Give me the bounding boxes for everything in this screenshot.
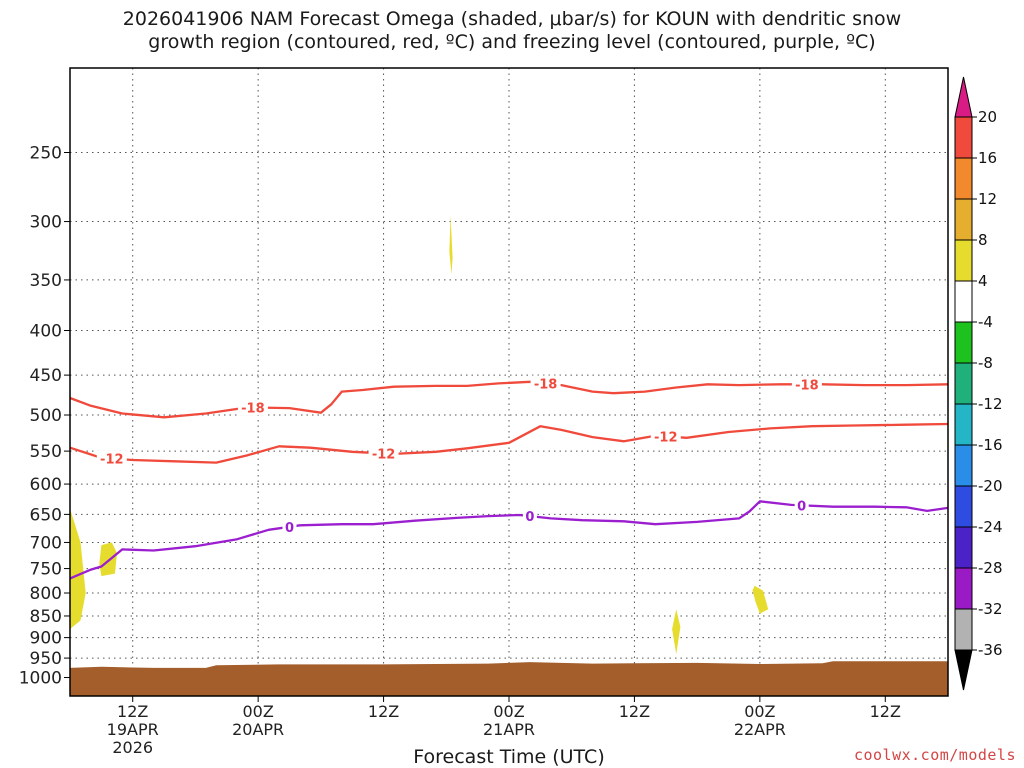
y-axis: 2503003504004505005506006507007508008509… [19, 144, 70, 689]
x-tick-label-5: 00Z [744, 702, 775, 721]
contour-label-0-0: -18 [241, 401, 265, 416]
x-tick-date-0: 19APR [107, 720, 159, 739]
chart-title-line1: 2026041906 NAM Forecast Omega (shaded, μ… [122, 8, 902, 30]
colorbar-label-3: 8 [978, 231, 988, 249]
y-tick-label-250: 250 [30, 144, 62, 164]
colorbar-band-9 [954, 485, 973, 528]
omega-region-4 [752, 585, 769, 614]
omega-region-3 [672, 609, 681, 655]
colorbar-label-4: 4 [978, 272, 988, 290]
contour-label-2-2: 0 [797, 499, 806, 514]
contour-label-1-0: -12 [100, 453, 124, 468]
y-tick-label-750: 750 [30, 560, 62, 580]
y-tick-label-1000: 1000 [19, 669, 62, 689]
colorbar-label-0: 20 [978, 108, 997, 126]
colorbar-band-1 [954, 157, 973, 200]
colorbar-label-10: -24 [978, 518, 1003, 536]
colorbar-label-8: -16 [978, 436, 1003, 454]
y-tick-label-450: 450 [30, 366, 62, 386]
x-tick-date-5: 22APR [734, 720, 786, 739]
colorbar-band-12 [954, 608, 973, 651]
omega-region-2 [449, 215, 453, 275]
contour-line-0 [70, 380, 948, 419]
contour-label-bg-1-1 [368, 445, 399, 462]
colorbar-label-1: 16 [978, 149, 997, 167]
colorbar: 20 16 12 8 4 -4 -8 -12 -16 -20 -24 -28 -32 -36 [954, 76, 1003, 691]
contour-lines [70, 380, 948, 580]
colorbar-band-0 [954, 116, 973, 159]
contour-label-bg-0-0 [237, 399, 268, 416]
contour-label-bg-2-2 [794, 497, 809, 514]
colorbar-band-10 [954, 526, 973, 569]
colorbar-band-8 [954, 444, 973, 487]
x-tick-label-4: 12Z [619, 702, 650, 721]
contour-label-1-1: -12 [372, 447, 396, 462]
chart-title-line2: growth region (contoured, red, ºC) and f… [148, 31, 876, 53]
y-tick-label-350: 350 [30, 271, 62, 291]
y-tick-label-550: 550 [30, 442, 62, 462]
colorbar-band-3 [954, 239, 973, 282]
contour-label-2-0: 0 [285, 521, 294, 536]
colorbar-band-5 [954, 321, 973, 364]
y-tick-label-650: 650 [30, 505, 62, 525]
y-tick-label-900: 900 [30, 629, 62, 649]
x-tick-label-6: 12Z [870, 702, 901, 721]
y-tick-label-500: 500 [30, 406, 62, 426]
contour-label-bg-1-0 [96, 450, 127, 467]
x-tick-label-1: 00Z [242, 702, 273, 721]
contour-label-0-1: -18 [534, 377, 558, 392]
colorbar-band-2 [954, 198, 973, 241]
x-tick-year-0: 2026 [112, 738, 153, 757]
colorbar-top-arrow [954, 76, 973, 118]
x-tick-date-3: 21APR [483, 720, 535, 739]
contour-label-bg-2-0 [282, 518, 297, 535]
x-tick-label-2: 12Z [368, 702, 399, 721]
contour-label-bg-0-1 [530, 375, 561, 392]
contour-line-2 [70, 500, 948, 580]
colorbar-label-5: -4 [978, 313, 993, 331]
colorbar-label-12: -32 [978, 600, 1003, 618]
contour-label-bg-0-2 [791, 376, 822, 393]
omega-region-1 [99, 542, 117, 577]
colorbar-band-4 [954, 280, 973, 323]
y-tick-label-300: 300 [30, 213, 62, 233]
x-tick-label-0: 12Z [117, 702, 148, 721]
contour-label-2-1: 0 [525, 510, 534, 525]
terrain-fill [70, 661, 948, 696]
contour-label-bg-2-1 [522, 508, 537, 525]
y-tick-label-800: 800 [30, 584, 62, 604]
colorbar-band-7 [954, 403, 973, 446]
colorbar-band-6 [954, 362, 973, 405]
colorbar-label-13: -36 [978, 641, 1003, 659]
contour-line-1 [70, 422, 948, 464]
colorbar-band-11 [954, 567, 973, 610]
colorbar-label-9: -20 [978, 477, 1003, 495]
contour-labels: -18 -18 -18 -12 -12 -12 0 0 0 [96, 375, 822, 536]
x-tick-date-1: 20APR [232, 720, 284, 739]
contour-label-0-2: -18 [795, 378, 819, 393]
y-tick-label-700: 700 [30, 533, 62, 553]
omega-shading [70, 215, 769, 655]
y-tick-label-400: 400 [30, 322, 62, 342]
colorbar-label-7: -12 [978, 395, 1003, 413]
colorbar-label-6: -8 [978, 354, 993, 372]
terrain-polygon [70, 661, 948, 696]
omega-region-0 [70, 508, 86, 630]
chart-title: 2026041906 NAM Forecast Omega (shaded, μ… [0, 8, 1024, 54]
colorbar-label-2: 12 [978, 190, 997, 208]
contour-label-bg-1-2 [650, 428, 681, 445]
x-axis-label: Forecast Time (UTC) [413, 746, 605, 768]
y-tick-label-850: 850 [30, 607, 62, 627]
colorbar-bottom-arrow [954, 649, 973, 691]
y-tick-label-950: 950 [30, 649, 62, 669]
colorbar-label-11: -28 [978, 559, 1003, 577]
contour-label-1-2: -12 [654, 430, 678, 445]
x-tick-label-3: 00Z [493, 702, 524, 721]
y-tick-label-600: 600 [30, 475, 62, 495]
credit-link[interactable]: coolwx.com/models [853, 746, 1016, 764]
